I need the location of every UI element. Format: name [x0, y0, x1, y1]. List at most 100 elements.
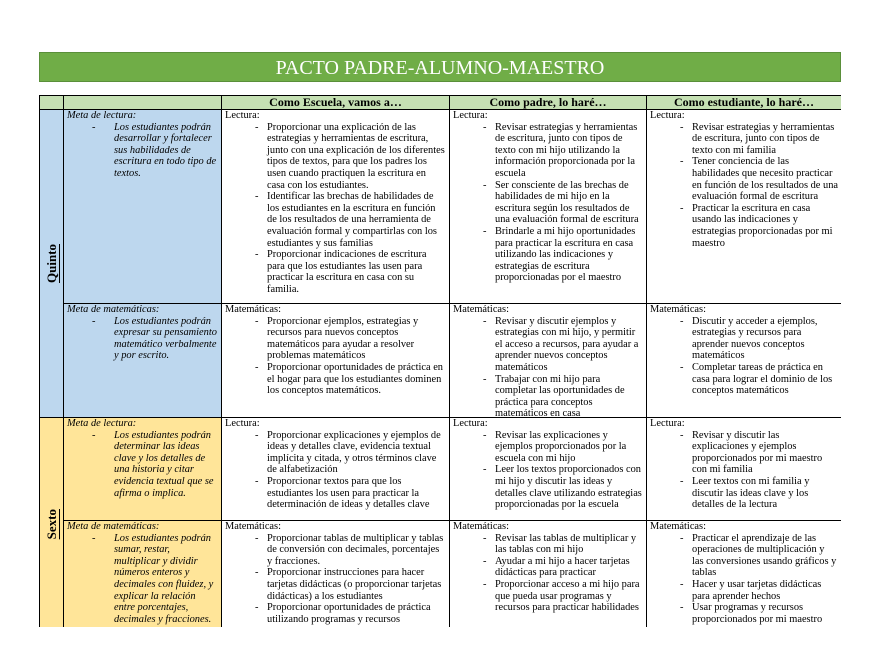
goal-label: Meta de lectura: — [67, 110, 137, 121]
section-label: Lectura: — [225, 110, 260, 121]
list-item: Identificar las brechas de habilidades d… — [225, 191, 446, 249]
section-label: Matemáticas: — [650, 521, 706, 532]
cell-content: Lectura:Proporcionar una explicación de … — [222, 110, 449, 303]
school-cell: Lectura:Proporcionar explicaciones y eje… — [221, 417, 450, 521]
list-item: Proporcionar acceso a mi hijo para que p… — [453, 579, 643, 614]
bullet-list: Los estudiantes podrán desarrollar y for… — [67, 122, 218, 180]
cell-content: Matemáticas:Discutir y acceder a ejemplo… — [647, 304, 841, 417]
list-item: Proporcionar tablas de multiplicar y tab… — [225, 533, 446, 568]
bullet-list: Discutir y acceder a ejemplos, estrategi… — [650, 316, 838, 397]
student-cell: Matemáticas:Practicar el aprendizaje de … — [646, 520, 841, 627]
header-parent: Como padre, lo haré… — [449, 95, 647, 110]
goal-cell: Meta de lectura:Los estudiantes podrán d… — [63, 109, 222, 304]
list-item: Brindarle a mi hijo oportunidades para p… — [453, 226, 643, 284]
bullet-list: Revisar y discutir las explicaciones y e… — [650, 430, 838, 511]
school-cell: Lectura:Proporcionar una explicación de … — [221, 109, 450, 304]
section-label: Lectura: — [225, 418, 260, 429]
list-item: Los estudiantes podrán desarrollar y for… — [67, 122, 218, 180]
bullet-list: Los estudiantes podrán expresar su pensa… — [67, 316, 218, 362]
goal-label: Meta de matemáticas: — [67, 521, 160, 532]
parent-cell: Matemáticas:Revisar y discutir ejemplos … — [449, 303, 647, 418]
list-item: Ser consciente de las brechas de habilid… — [453, 180, 643, 226]
list-item: Usar programas y recursos proporcionados… — [650, 602, 838, 625]
cell-content: Matemáticas:Proporcionar ejemplos, estra… — [222, 304, 449, 417]
bullet-list: Proporcionar explicaciones y ejemplos de… — [225, 430, 446, 511]
bullet-list: Proporcionar tablas de multiplicar y tab… — [225, 533, 446, 626]
cell-content: Matemáticas:Revisar y discutir ejemplos … — [450, 304, 646, 417]
section-label: Matemáticas: — [225, 521, 281, 532]
header-school: Como Escuela, vamos a… — [221, 95, 450, 110]
cell-content: Meta de matemáticas:Los estudiantes podr… — [64, 304, 221, 417]
grade-label: Quinto — [43, 243, 59, 283]
list-item: Revisar estrategias y herramientas de es… — [453, 122, 643, 180]
goal-label: Meta de matemáticas: — [67, 304, 160, 315]
cell-content: Lectura:Revisar y discutir las explicaci… — [647, 418, 841, 520]
bullet-list: Revisar estrategias y herramientas de es… — [650, 122, 838, 250]
list-item: Proporcionar instrucciones para hacer ta… — [225, 567, 446, 602]
cell-content: Meta de lectura:Los estudiantes podrán d… — [64, 110, 221, 303]
section-label: Matemáticas: — [650, 304, 706, 315]
table-row: Meta de matemáticas:Los estudiantes podr… — [40, 303, 841, 418]
bullet-list: Los estudiantes podrán sumar, restar, mu… — [67, 533, 218, 626]
bullet-list: Revisar estrategias y herramientas de es… — [453, 122, 643, 284]
parent-cell: Matemáticas:Revisar las tablas de multip… — [449, 520, 647, 627]
header-row: Como Escuela, vamos a… Como padre, lo ha… — [39, 95, 841, 110]
bullet-list: Los estudiantes podrán determinar las id… — [67, 430, 218, 500]
page-title: PACTO PADRE-ALUMNO-MAESTRO — [39, 52, 841, 82]
list-item: Proporcionar una explicación de las estr… — [225, 122, 446, 192]
grade-cell: Quinto — [39, 109, 64, 418]
list-item: Revisar y discutir ejemplos y estrategia… — [453, 316, 643, 374]
list-item: Practicar la escritura en casa usando la… — [650, 203, 838, 249]
list-item: Los estudiantes podrán expresar su pensa… — [67, 316, 218, 362]
student-cell: Lectura:Revisar y discutir las explicaci… — [646, 417, 841, 521]
section-label: Lectura: — [650, 110, 685, 121]
section-label: Lectura: — [650, 418, 685, 429]
list-item: Los estudiantes podrán sumar, restar, mu… — [67, 533, 218, 626]
cell-content: Lectura:Revisar estrategias y herramient… — [647, 110, 841, 303]
list-item: Proporcionar oportunidades de práctica e… — [225, 362, 446, 397]
list-item: Leer textos con mi familia y discutir la… — [650, 476, 838, 511]
header-student: Como estudiante, lo haré… — [646, 95, 841, 110]
list-item: Revisar estrategias y herramientas de es… — [650, 122, 838, 157]
cell-content: Matemáticas:Practicar el aprendizaje de … — [647, 521, 841, 627]
school-cell: Matemáticas:Proporcionar ejemplos, estra… — [221, 303, 450, 418]
header-grade — [39, 95, 64, 110]
parent-cell: Lectura:Revisar las explicaciones y ejem… — [449, 417, 647, 521]
cell-content: Lectura:Revisar estrategias y herramient… — [450, 110, 646, 303]
header-goal — [63, 95, 222, 110]
bullet-list: Revisar las tablas de multiplicar y las … — [453, 533, 643, 614]
cell-content: Lectura:Proporcionar explicaciones y eje… — [222, 418, 449, 520]
section-label: Lectura: — [453, 110, 488, 121]
bullet-list: Practicar el aprendizaje de las operacio… — [650, 533, 838, 626]
bullet-list: Revisar las explicaciones y ejemplos pro… — [453, 430, 643, 511]
goal-cell: Meta de matemáticas:Los estudiantes podr… — [63, 520, 222, 627]
goal-label: Meta de lectura: — [67, 418, 137, 429]
list-item: Revisar las explicaciones y ejemplos pro… — [453, 430, 643, 465]
list-item: Proporcionar explicaciones y ejemplos de… — [225, 430, 446, 476]
student-cell: Lectura:Revisar estrategias y herramient… — [646, 109, 841, 304]
student-cell: Matemáticas:Discutir y acceder a ejemplo… — [646, 303, 841, 418]
bullet-list: Revisar y discutir ejemplos y estrategia… — [453, 316, 643, 417]
list-item: Proporcionar ejemplos, estrategias y rec… — [225, 316, 446, 362]
parent-cell: Lectura:Revisar estrategias y herramient… — [449, 109, 647, 304]
grade-cell: Sexto — [39, 417, 64, 627]
cell-content: Matemáticas:Revisar las tablas de multip… — [450, 521, 646, 627]
compact-table-container: Como Escuela, vamos a… Como padre, lo ha… — [39, 95, 841, 627]
section-label: Matemáticas: — [453, 521, 509, 532]
list-item: Los estudiantes podrán determinar las id… — [67, 430, 218, 500]
list-item: Revisar y discutir las explicaciones y e… — [650, 430, 838, 476]
section-label: Lectura: — [453, 418, 488, 429]
list-item: Trabajar con mi hijo para completar las … — [453, 374, 643, 417]
cell-content: Meta de matemáticas:Los estudiantes podr… — [64, 521, 221, 627]
list-item: Tener conciencia de las habilidades que … — [650, 156, 838, 202]
bullet-list: Proporcionar una explicación de las estr… — [225, 122, 446, 296]
list-item: Proporcionar textos para que los estudia… — [225, 476, 446, 511]
goal-cell: Meta de lectura:Los estudiantes podrán d… — [63, 417, 222, 521]
list-item: Ayudar a mi hijo a hacer tarjetas didáct… — [453, 556, 643, 579]
compact-table: Como Escuela, vamos a… Como padre, lo ha… — [39, 95, 841, 627]
cell-content: Meta de lectura:Los estudiantes podrán d… — [64, 418, 221, 520]
school-cell: Matemáticas:Proporcionar tablas de multi… — [221, 520, 450, 627]
section-label: Matemáticas: — [453, 304, 509, 315]
